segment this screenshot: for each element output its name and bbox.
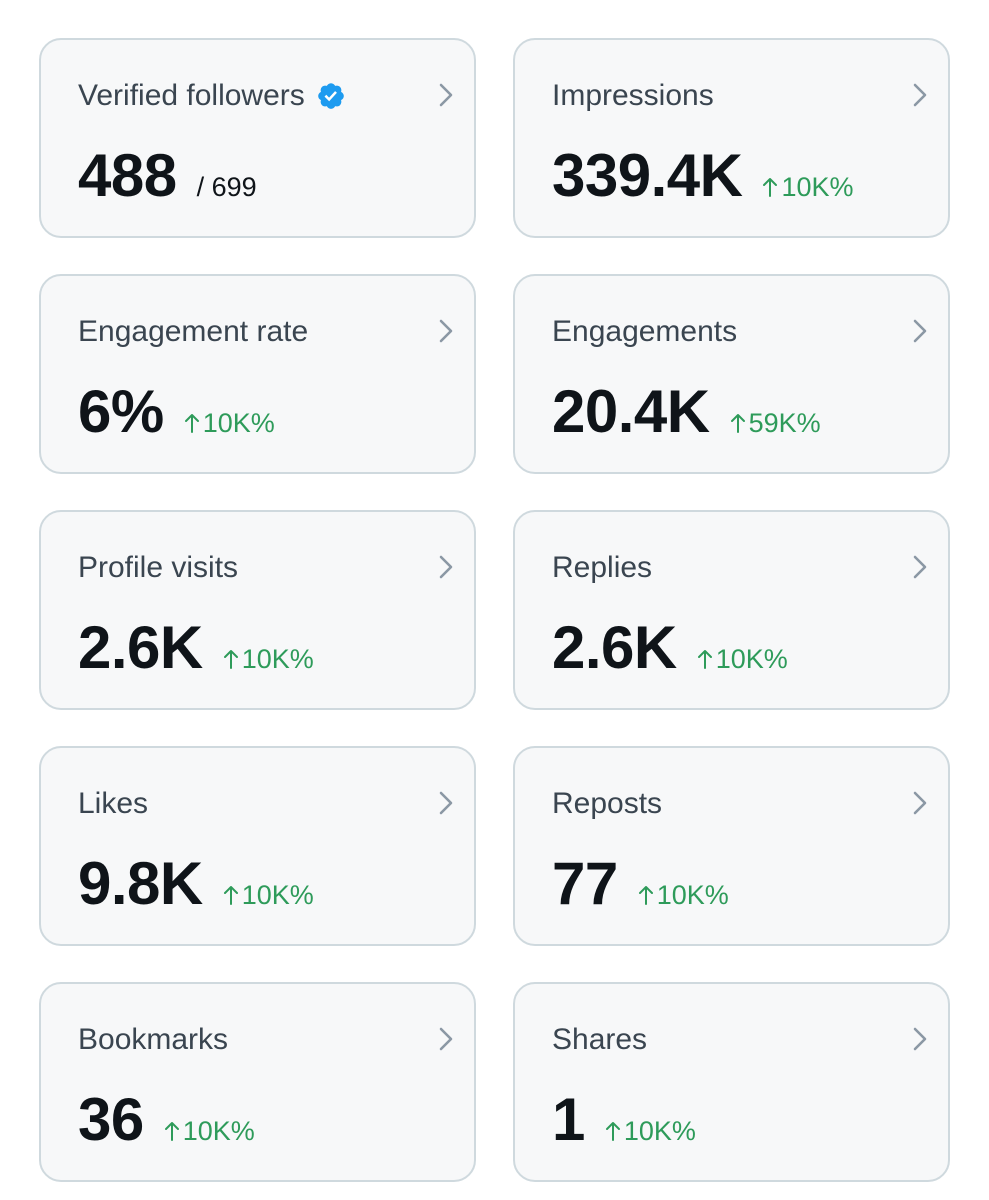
chevron-right-icon	[913, 83, 927, 107]
metric-title-label: Engagement rate	[78, 315, 309, 348]
chevron-right-icon	[439, 555, 453, 579]
metric-value: 1	[552, 1086, 585, 1153]
metric-card-title: Verified followers	[78, 76, 346, 116]
metric-change: 10K%	[184, 408, 275, 439]
arrow-up-icon	[763, 178, 778, 197]
metric-card-engagement-rate[interactable]: Engagement rate 6% 10K%	[39, 274, 476, 474]
metric-value-row: 77 10K%	[552, 848, 729, 920]
metric-value: 77	[552, 850, 618, 917]
metric-card-shares[interactable]: Shares 1 10K%	[513, 982, 950, 1182]
metric-change-value: 10K%	[656, 880, 729, 910]
metric-card-reposts[interactable]: Reposts 77 10K%	[513, 746, 950, 946]
metric-value-row: 488 / 699	[78, 140, 257, 212]
metric-card-engagements[interactable]: Engagements 20.4K 59K%	[513, 274, 950, 474]
chevron-right-icon	[913, 555, 927, 579]
metric-change: 59K%	[730, 408, 821, 439]
metric-title-label: Replies	[552, 551, 653, 584]
metric-change-value: 10K%	[182, 1116, 255, 1146]
metric-change-value: 10K%	[715, 644, 788, 674]
metric-change: 10K%	[223, 644, 314, 675]
metric-card-title: Profile visits	[78, 548, 238, 588]
metric-value-row: 2.6K 10K%	[552, 612, 788, 684]
metric-card-likes[interactable]: Likes 9.8K 10K%	[39, 746, 476, 946]
metric-card-title: Reposts	[552, 784, 662, 824]
metrics-grid: Verified followers 488 / 699 Impressions…	[39, 38, 950, 1182]
chevron-right-icon	[913, 791, 927, 815]
arrow-up-icon	[638, 886, 653, 905]
metric-change: 10K%	[605, 1116, 696, 1147]
metric-title-label: Bookmarks	[78, 1023, 229, 1056]
metric-card-title: Likes	[78, 784, 148, 824]
metric-change: 10K%	[223, 880, 314, 911]
metric-change: 10K%	[164, 1116, 255, 1147]
metric-change-value: 10K%	[781, 172, 854, 202]
arrow-up-icon	[605, 1122, 620, 1141]
metric-title-label: Profile visits	[78, 551, 239, 584]
metric-change: 10K%	[638, 880, 729, 911]
metric-title-label: Likes	[78, 787, 149, 820]
arrow-up-icon	[223, 886, 238, 905]
metric-card-bookmarks[interactable]: Bookmarks 36 10K%	[39, 982, 476, 1182]
metric-value-row: 339.4K 10K%	[552, 140, 854, 212]
metric-value: 9.8K	[78, 850, 203, 917]
metric-card-title: Engagement rate	[78, 312, 308, 352]
metric-card-title: Shares	[552, 1020, 647, 1060]
metric-title-label: Shares	[552, 1023, 648, 1056]
metric-value-row: 20.4K 59K%	[552, 376, 821, 448]
metric-title-label: Impressions	[552, 79, 714, 112]
chevron-right-icon	[913, 319, 927, 343]
metric-title-label: Verified followers	[78, 79, 305, 112]
metric-change-value: 10K%	[202, 408, 275, 438]
metric-value: 36	[78, 1086, 144, 1153]
metric-title-label: Engagements	[552, 315, 738, 348]
metric-change-value: 59K%	[748, 408, 821, 438]
metric-card-title: Replies	[552, 548, 652, 588]
metric-total: / 699	[196, 172, 257, 202]
chevron-right-icon	[439, 791, 453, 815]
metric-value: 2.6K	[78, 614, 203, 681]
metric-value-row: 6% 10K%	[78, 376, 275, 448]
metric-value-row: 36 10K%	[78, 1084, 255, 1156]
metric-change-value: 10K%	[623, 1116, 696, 1146]
arrow-up-icon	[697, 650, 712, 669]
arrow-up-icon	[730, 414, 745, 433]
arrow-up-icon	[223, 650, 238, 669]
metric-card-impressions[interactable]: Impressions 339.4K 10K%	[513, 38, 950, 238]
metric-value: 2.6K	[552, 614, 677, 681]
chevron-right-icon	[913, 1027, 927, 1051]
metric-card-title: Impressions	[552, 76, 714, 116]
chevron-right-icon	[439, 1027, 453, 1051]
metric-card-verified-followers[interactable]: Verified followers 488 / 699	[39, 38, 476, 238]
metric-change: 10K%	[762, 172, 854, 203]
metric-card-profile-visits[interactable]: Profile visits 2.6K 10K%	[39, 510, 476, 710]
chevron-right-icon	[439, 83, 453, 107]
metric-title-label: Reposts	[552, 787, 663, 820]
metric-value: 6%	[78, 378, 164, 445]
metric-change-value: 10K%	[241, 880, 314, 910]
metric-value-row: 1 10K%	[552, 1084, 696, 1156]
metric-card-title: Engagements	[552, 312, 737, 352]
metric-value-row: 2.6K 10K%	[78, 612, 314, 684]
verified-badge-icon	[317, 83, 344, 109]
metric-change: 10K%	[697, 644, 788, 675]
metric-value: 20.4K	[552, 378, 710, 445]
metric-value: 488	[78, 142, 177, 209]
metric-card-replies[interactable]: Replies 2.6K 10K%	[513, 510, 950, 710]
metric-card-title: Bookmarks	[78, 1020, 228, 1060]
metric-value: 339.4K	[552, 142, 743, 209]
arrow-up-icon	[164, 1122, 179, 1141]
metric-value-row: 9.8K 10K%	[78, 848, 314, 920]
chevron-right-icon	[439, 319, 453, 343]
metric-change-value: 10K%	[241, 644, 314, 674]
arrow-up-icon	[184, 414, 199, 433]
